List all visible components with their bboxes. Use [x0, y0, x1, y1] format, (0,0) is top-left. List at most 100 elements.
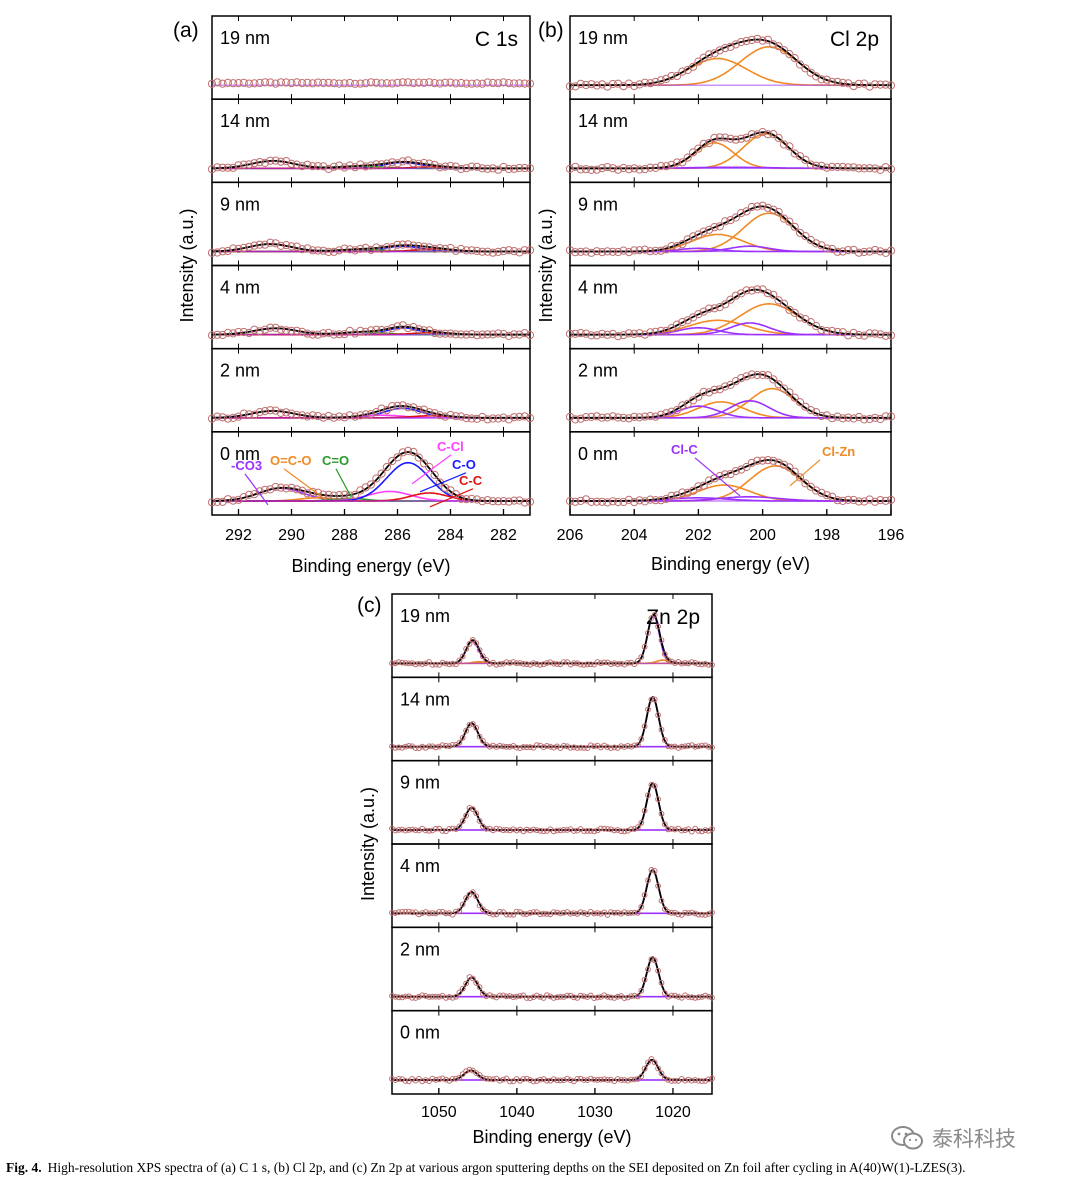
data-point [601, 1076, 608, 1083]
data-point [753, 130, 762, 139]
data-point [574, 660, 581, 667]
data-point [651, 696, 658, 703]
data-point [641, 976, 648, 983]
data-point [661, 1075, 668, 1082]
data-point [667, 242, 676, 251]
data-point [229, 79, 238, 88]
data-point [453, 993, 459, 1000]
data-point [753, 202, 762, 211]
data-point [604, 993, 611, 1000]
data-point [635, 824, 641, 831]
data-point [510, 994, 517, 1000]
data-point [849, 495, 858, 505]
data-point [493, 825, 500, 832]
data-point [682, 743, 688, 750]
data-point [564, 1075, 571, 1082]
data-point [665, 1077, 672, 1083]
data-point [795, 398, 805, 407]
data-point [678, 1076, 685, 1082]
data-point [345, 491, 354, 500]
data-point [366, 78, 376, 87]
data-point [399, 744, 406, 751]
data-point [630, 246, 639, 255]
x-tick-label: 200 [749, 527, 776, 544]
data-point [234, 244, 243, 254]
data-point [592, 81, 601, 90]
component-curve [570, 465, 891, 502]
data-point [527, 995, 533, 1002]
data-point [795, 313, 805, 322]
data-point [435, 244, 444, 253]
data-point [282, 78, 291, 87]
data-point [525, 497, 535, 506]
data-point [721, 300, 730, 309]
data-point [467, 330, 476, 339]
data-point [422, 909, 429, 915]
data-point [503, 1075, 510, 1082]
data-point [597, 994, 604, 1000]
watermark-text: 泰科科技 [932, 1127, 1016, 1151]
data-point [614, 247, 623, 257]
data-point [282, 484, 291, 493]
data-point [678, 317, 687, 327]
data-point [419, 910, 426, 916]
data-point [624, 79, 634, 88]
data-point [513, 993, 520, 1000]
data-point [340, 413, 349, 422]
data-point [515, 163, 524, 173]
data-point [656, 161, 666, 171]
data-point [715, 46, 724, 55]
data-point [672, 992, 678, 999]
data-point [547, 743, 554, 750]
subpanel-5: 0 nm [565, 431, 896, 516]
data-point [795, 60, 805, 69]
data-point [432, 910, 439, 917]
data-point [503, 659, 510, 666]
data-point [356, 411, 365, 420]
element-label: Zn 2p [646, 606, 700, 629]
data-point [298, 327, 307, 336]
depth-label: 4 nm [220, 278, 260, 298]
data-point [451, 246, 460, 255]
data-point [395, 659, 402, 665]
data-point [509, 247, 519, 256]
data-point [446, 410, 455, 420]
data-point [550, 995, 557, 1001]
data-point [822, 244, 831, 253]
data-point [483, 657, 490, 663]
data-point [324, 78, 333, 87]
data-point [229, 244, 238, 253]
data-point [709, 909, 715, 916]
data-point [395, 909, 402, 916]
data-point [218, 497, 227, 506]
data-point [790, 467, 799, 476]
data-point [709, 994, 715, 1001]
subpanel-frame [569, 347, 892, 433]
data-point [422, 993, 429, 999]
data-point [833, 412, 842, 421]
data-point [640, 330, 650, 339]
subpanel-0: 19 nm [565, 15, 896, 100]
data-point [699, 742, 705, 749]
data-point [402, 908, 409, 915]
panel-label: (c) [357, 594, 382, 617]
data-point [742, 36, 751, 46]
data-point [255, 408, 264, 417]
panel-label: (b) [538, 19, 564, 42]
data-point [457, 412, 466, 421]
data-point [319, 78, 328, 88]
data-point [441, 162, 450, 171]
data-point [726, 134, 735, 143]
data-point [393, 322, 402, 331]
data-point [833, 496, 842, 505]
data-point [520, 246, 529, 255]
data-point [446, 329, 455, 338]
data-point [462, 495, 471, 504]
data-point [581, 661, 587, 668]
data-point [303, 160, 312, 169]
data-point [763, 289, 773, 298]
data-point [234, 79, 243, 88]
data-point [329, 79, 338, 88]
data-point [817, 488, 826, 497]
data-point [594, 1077, 601, 1083]
